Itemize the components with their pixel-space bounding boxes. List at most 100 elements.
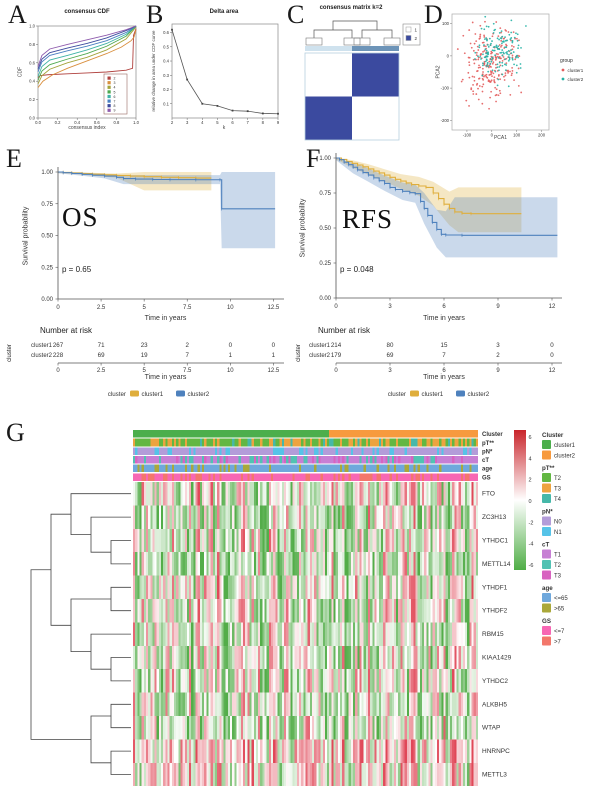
a-legend-label: 9: [114, 109, 116, 113]
gene-label: RBM15: [482, 631, 504, 638]
annotation-row-label: pT**: [482, 441, 495, 447]
legend-group-title: cT: [542, 542, 549, 549]
heatmap-colorbar: 6 4 2 0 -2 -4 -6: [514, 430, 533, 570]
b-x-tick: 3: [186, 120, 189, 125]
pca-scatter: -100 0 100 200 100 0 -100 -200 group cluster1 clus…: [441, 13, 584, 138]
km-censor-marks-cluster2: [62, 170, 222, 211]
a-x-tick: 1.0: [133, 120, 139, 125]
b-x-tick: 6: [231, 120, 234, 125]
b-x-tick: 8: [262, 120, 265, 125]
km-axes: 0 3 6 9 12 1.00 0.75 0.50 0.25 0.00: [319, 153, 562, 310]
km-legend: cluster cluster1 cluster2: [108, 390, 210, 398]
risk-value: 0: [229, 342, 233, 349]
risk-value: 80: [387, 342, 394, 349]
panel-c-letter: C: [287, 0, 305, 29]
gene-label: KIAA1429: [482, 655, 512, 662]
panel-f-risk-title: Number at risk: [318, 326, 371, 335]
delta-area-point: [186, 78, 189, 81]
km-legend: cluster cluster1 cluster2: [388, 390, 490, 398]
a-legend-label: 3: [114, 81, 116, 85]
legend-entry-label: <=65: [554, 596, 568, 602]
panel-a-title: consensus CDF: [64, 9, 110, 15]
legend-group-title: pT**: [542, 465, 555, 472]
panel-b-title: Delta area: [209, 9, 239, 15]
a-x-tick: 0.4: [74, 120, 80, 125]
km-y-tick: 0.25: [319, 261, 331, 267]
panel-f-ylabel: Survival probability: [299, 198, 307, 258]
km-x-tick: 12.5: [268, 305, 280, 311]
panel-a-xlabel: consensus index: [68, 125, 106, 131]
cluster-strip-left: [305, 46, 352, 51]
risk-value: 228: [53, 352, 64, 359]
a-x-tick: 0.8: [113, 120, 119, 125]
delta-area-plot: 2 3 4 5 6 7 8 9 0.1 0.2 0.3 0.4 0.5 0.6: [163, 23, 280, 125]
b-x-tick: 4: [201, 120, 204, 125]
cdf-curve-k2: [37, 28, 137, 78]
panel-e-big-label: OS: [62, 202, 99, 232]
delta-area-point: [261, 112, 264, 115]
risk-value: 179: [331, 352, 342, 359]
panel-e-xlabel: Time in years: [144, 315, 187, 322]
km-x-tick: 3: [388, 304, 392, 310]
km-os: 0 2.5 5 7.5 10 12.51.000.750.500.250.00cluste…: [31, 167, 284, 398]
km-x-tick: 12: [549, 304, 556, 310]
risk-value: 0: [550, 342, 554, 349]
a-legend-label: 6: [114, 95, 116, 99]
panel-b-xlabel: k: [222, 125, 226, 131]
legend-group-title: pN*: [542, 509, 553, 516]
gene-dendrogram: [30, 493, 131, 775]
panel-d-ylabel: PCA2: [435, 65, 442, 79]
cdf-curve-k7: [37, 25, 137, 73]
risk-row-label: cluster1: [31, 343, 53, 349]
consensus-block: [305, 96, 352, 140]
d-x-tick: 200: [538, 133, 546, 138]
consensus-block: [352, 53, 399, 97]
c-dendrogram: [305, 20, 401, 46]
legend-entry-label: T4: [554, 497, 562, 503]
risk-value: 2: [496, 352, 500, 359]
d-legend-label: cluster2: [568, 77, 584, 82]
risk-x-tick: 0: [56, 368, 60, 374]
a-legend-label: 4: [114, 86, 116, 90]
km-x-tick: 2.5: [97, 305, 106, 311]
risk-x-tick: 9: [496, 368, 500, 374]
colorbar-tick: -2: [529, 520, 534, 526]
risk-value: 0: [272, 342, 276, 349]
heatmap-panel: Cluster pT** pN* cT age GS FTO ZC3H13 YTHDC1 METT…: [30, 430, 576, 787]
pca-points-cluster2: [474, 15, 527, 88]
b-y-tick: 0.2: [163, 87, 169, 92]
km-legend-label: cluster2: [188, 391, 210, 398]
a-y-tick: 0.2: [29, 97, 35, 102]
panel-d-xlabel: PCA1: [493, 135, 508, 141]
risk-row-label: cluster2: [309, 353, 331, 359]
km-y-tick: 0.00: [319, 296, 331, 302]
legend-group-title: Cluster: [542, 432, 564, 439]
legend-group-title: GS: [542, 618, 551, 625]
km-legend-label: cluster1: [422, 391, 444, 398]
cluster-strip-right: [352, 46, 399, 51]
c-legend-label: 2: [415, 36, 418, 41]
annotation-row-label: Cluster: [482, 432, 503, 438]
panel-g-letter: G: [6, 418, 25, 447]
delta-area-point: [171, 28, 173, 31]
a-legend-label: 7: [114, 100, 116, 104]
risk-value: 3: [496, 342, 500, 349]
gene-label: HNRNPC: [482, 748, 510, 755]
legend-entry-label: T3: [554, 574, 562, 580]
consensus-matrix: 12: [304, 20, 421, 141]
gene-label: YTHDC1: [482, 538, 508, 545]
risk-row-label: cluster1: [309, 343, 331, 349]
d-legend-label: cluster1: [568, 68, 584, 73]
km-x-tick: 7.5: [183, 305, 192, 311]
cdf-curve-k4: [37, 26, 137, 85]
annotation-row-label: cT: [482, 458, 489, 464]
consensus-cdf-plot: 0.0 0.2 0.4 0.6 0.8 1.0 0.0 0.2 0.4 0.6 0.8 1.0 2345…: [29, 24, 139, 126]
km-legend-title: cluster: [108, 391, 126, 398]
colorbar-tick: 2: [529, 478, 532, 484]
b-y-tick: 0.5: [163, 44, 169, 49]
d-legend: group cluster1 cluster2: [560, 58, 584, 82]
gene-label: WTAP: [482, 725, 500, 732]
risk-value: 267: [53, 342, 64, 349]
